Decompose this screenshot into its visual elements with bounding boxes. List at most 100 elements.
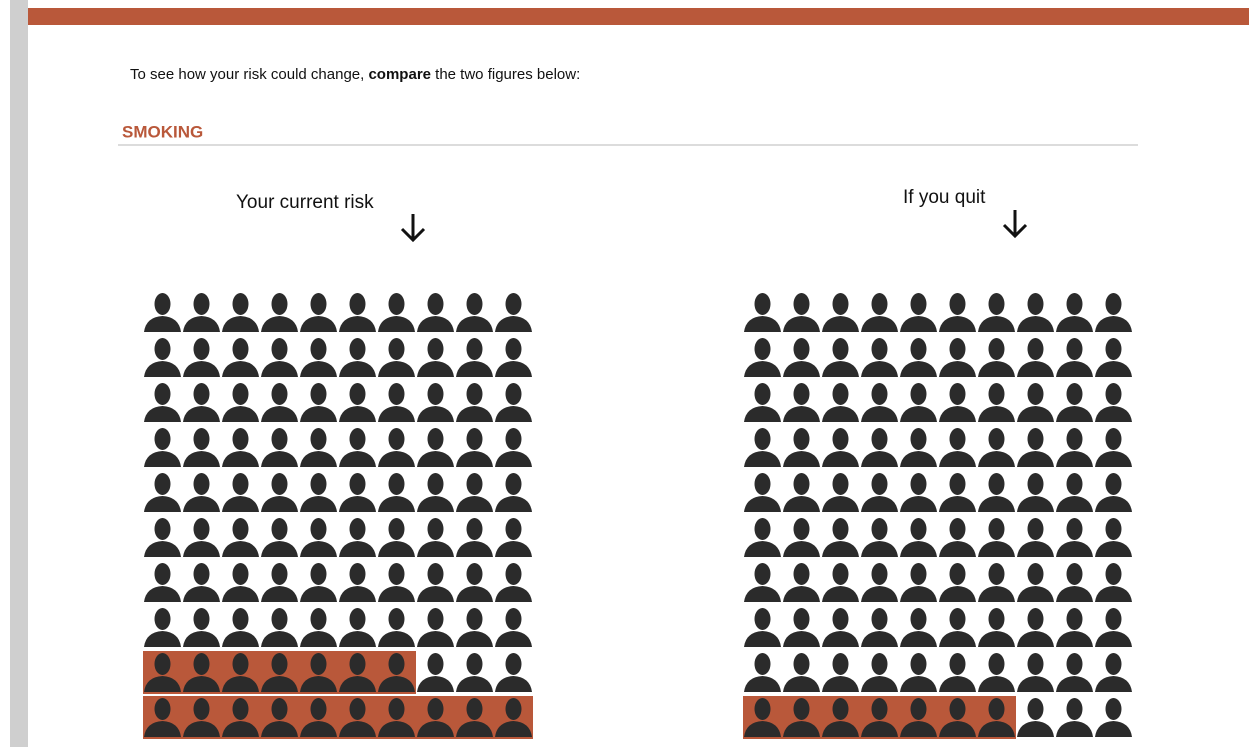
icon-head — [466, 608, 483, 630]
icon-head — [793, 653, 810, 675]
icon-head — [754, 338, 771, 360]
icon-head — [427, 698, 444, 720]
icon-body — [978, 676, 1015, 692]
person-icon — [261, 563, 298, 602]
person-icon — [861, 293, 898, 332]
person-icon — [783, 563, 820, 602]
icon-body — [261, 676, 298, 692]
person-icon — [456, 698, 493, 737]
person-icon — [339, 563, 376, 602]
person-icon — [183, 563, 220, 602]
icon-body — [978, 586, 1015, 602]
icon-head — [193, 608, 210, 630]
icon-body — [783, 451, 820, 467]
intro-text: the two figures below: — [431, 66, 580, 83]
icon-head — [793, 473, 810, 495]
icon-body — [417, 496, 454, 512]
person-icon — [339, 653, 376, 692]
person-icon — [378, 473, 415, 512]
person-icon — [456, 608, 493, 647]
icon-head — [1027, 473, 1044, 495]
person-icon — [744, 338, 781, 377]
person-icon — [300, 293, 337, 332]
icon-body — [495, 361, 532, 377]
icon-body — [861, 496, 898, 512]
icon-head — [466, 383, 483, 405]
person-icon — [222, 338, 259, 377]
person-icon — [978, 608, 1015, 647]
person-icon — [495, 698, 532, 737]
icon-head — [271, 518, 288, 540]
person-icon — [1017, 338, 1054, 377]
icon-body — [495, 316, 532, 332]
person-icon — [1017, 563, 1054, 602]
icon-head — [310, 698, 327, 720]
person-icon — [339, 518, 376, 557]
person-icon — [744, 518, 781, 557]
person-icon — [861, 338, 898, 377]
person-icon — [744, 428, 781, 467]
icon-body — [183, 631, 220, 647]
icon-array — [143, 293, 533, 739]
arrow — [400, 214, 426, 243]
icon-body — [900, 721, 937, 737]
person-icon — [978, 338, 1015, 377]
icon-body — [300, 316, 337, 332]
icon-body — [822, 541, 859, 557]
icon-body — [456, 316, 493, 332]
icon-body — [300, 406, 337, 422]
person-icon — [900, 653, 937, 692]
icon-head — [1066, 563, 1083, 585]
person-icon — [261, 473, 298, 512]
icon-head — [271, 608, 288, 630]
icon-head — [754, 518, 771, 540]
icon-body — [300, 496, 337, 512]
person-icon — [978, 518, 1015, 557]
intro: To see how your risk could change, compa… — [130, 66, 580, 83]
person-icon — [339, 383, 376, 422]
icon-head — [988, 608, 1005, 630]
icon-body — [1017, 451, 1054, 467]
icon-head — [154, 383, 171, 405]
person-icon — [1056, 338, 1093, 377]
person-icon — [783, 473, 820, 512]
person-icon — [339, 608, 376, 647]
icon-body — [222, 541, 259, 557]
person-icon — [744, 383, 781, 422]
icon-body — [144, 631, 181, 647]
person-icon — [183, 428, 220, 467]
icon-head — [871, 383, 888, 405]
icon-head — [1105, 428, 1122, 450]
icon-body — [822, 451, 859, 467]
icon-head — [427, 338, 444, 360]
person-icon — [939, 608, 976, 647]
icon-body — [144, 721, 181, 737]
person-icon — [1017, 518, 1054, 557]
icon-head — [949, 428, 966, 450]
icon-body — [456, 721, 493, 737]
icon-body — [183, 451, 220, 467]
icon-head — [1027, 608, 1044, 630]
icon-head — [310, 518, 327, 540]
icon-body — [822, 721, 859, 737]
icon-body — [456, 631, 493, 647]
icon-head — [910, 518, 927, 540]
icon-body — [144, 451, 181, 467]
icon-head — [232, 428, 249, 450]
icon-body — [783, 541, 820, 557]
person-icon — [300, 383, 337, 422]
person-icon — [978, 473, 1015, 512]
icon-body — [222, 721, 259, 737]
icon-head — [871, 293, 888, 315]
person-icon — [939, 383, 976, 422]
person-icon — [144, 383, 181, 422]
person-icon — [900, 698, 937, 737]
icon-body — [378, 586, 415, 602]
icon-head — [754, 608, 771, 630]
person-icon — [378, 383, 415, 422]
icon-head — [232, 653, 249, 675]
person-icon — [339, 338, 376, 377]
person-icon — [183, 383, 220, 422]
person-icon — [144, 608, 181, 647]
